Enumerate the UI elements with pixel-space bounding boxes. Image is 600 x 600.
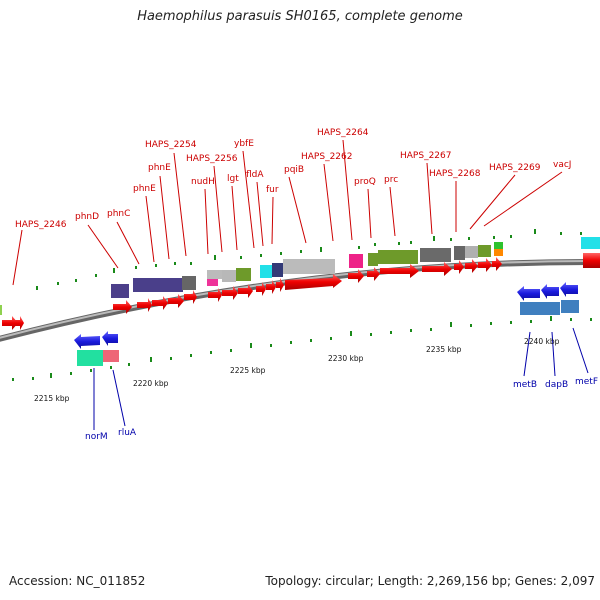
map-title: Haemophilus parasuis SH0165, complete ge… xyxy=(137,9,463,24)
gene-label-phne-1: phnE xyxy=(133,184,156,194)
gene-label-metb: metB xyxy=(513,380,537,390)
gene-label-haps-2262: HAPS_2262 xyxy=(301,152,352,162)
scale-labels: 2215 kbp 2220 kbp 2225 kbp 2230 kbp 2235… xyxy=(34,337,560,403)
top-gene-labels: HAPS_2246 phnD phnC phnE phnE HAPS_2254 … xyxy=(15,128,571,230)
gene-label-lgt: lgt xyxy=(227,174,239,184)
gene-label-fur: fur xyxy=(266,185,279,195)
bottom-tick-row xyxy=(12,316,592,381)
gene-label-vacj: vacJ xyxy=(553,160,571,170)
gene-label-pqib: pqiB xyxy=(284,165,304,175)
gene-label-haps-2254: HAPS_2254 xyxy=(145,140,197,150)
gene-label-phnd: phnD xyxy=(75,212,99,222)
gene-label-haps-2268: HAPS_2268 xyxy=(429,169,481,179)
scale-label-2225: 2225 kbp xyxy=(230,366,266,375)
gene-label-norm: norM xyxy=(85,432,108,442)
gene-label-prc: prc xyxy=(384,175,398,185)
forward-arrows xyxy=(2,253,600,330)
gene-label-haps-2246: HAPS_2246 xyxy=(15,220,67,230)
feature-boxes xyxy=(0,237,600,366)
gene-label-haps-2269: HAPS_2269 xyxy=(489,163,541,173)
gene-label-phnc: phnC xyxy=(107,209,130,219)
gene-label-haps-2267: HAPS_2267 xyxy=(400,151,451,161)
gene-label-metf: metF xyxy=(575,377,598,387)
reverse-arrows xyxy=(74,282,578,349)
scale-label-2240: 2240 kbp xyxy=(524,337,560,346)
gene-label-haps-2256: HAPS_2256 xyxy=(186,154,238,164)
top-leader-lines xyxy=(12,139,563,286)
top-tick-row xyxy=(36,229,582,290)
bottom-gene-labels: norM rluA metB dapB metF xyxy=(85,377,598,442)
gene-label-ybfe: ybfE xyxy=(234,139,254,149)
accession-text: Accession: NC_011852 xyxy=(9,574,146,588)
gene-label-rlua: rluA xyxy=(118,428,137,438)
gene-label-dapb: dapB xyxy=(545,380,568,390)
gene-label-haps-2264: HAPS_2264 xyxy=(317,128,369,138)
scale-label-2230: 2230 kbp xyxy=(328,354,364,363)
gene-label-flda: fldA xyxy=(246,170,264,180)
gene-label-proq: proQ xyxy=(354,177,376,187)
scale-label-2235: 2235 kbp xyxy=(426,345,462,354)
scale-label-2215: 2215 kbp xyxy=(34,394,70,403)
gene-label-nudh: nudH xyxy=(191,177,215,187)
topology-text: Topology: circular; Length: 2,269,156 bp… xyxy=(265,574,595,588)
bottom-leader-lines xyxy=(93,327,589,430)
scale-label-2220: 2220 kbp xyxy=(133,379,169,388)
gene-label-phne-2: phnE xyxy=(148,163,171,173)
